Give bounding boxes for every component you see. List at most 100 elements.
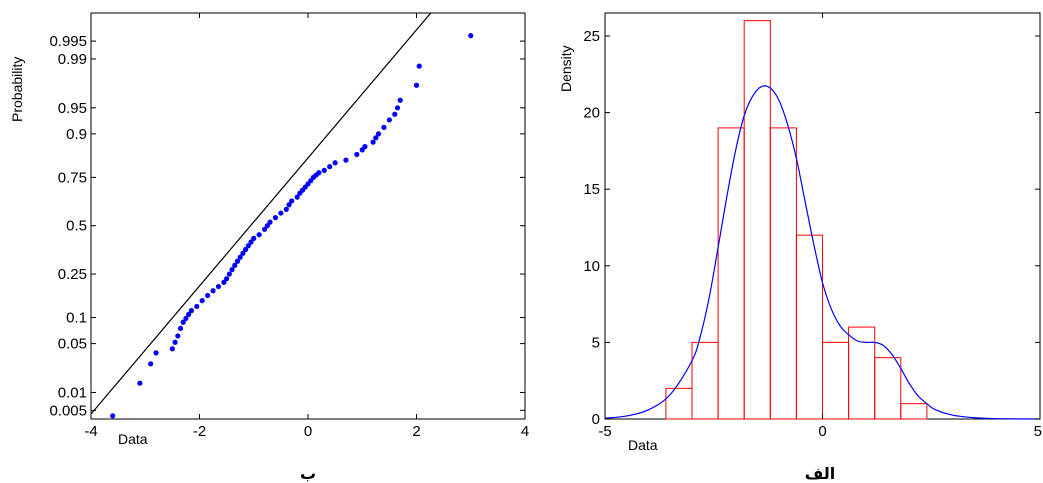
data-point [289,198,295,204]
data-point [373,135,379,141]
data-point [468,33,474,39]
data-point [237,254,243,260]
data-point [205,292,211,299]
y-tick-label: 5 [592,334,600,351]
data-point [180,319,186,325]
y-tick-label: 0.95 [58,100,87,117]
data-point [256,232,262,238]
y-tick-label: 0.05 [58,336,87,353]
data-point [343,157,349,163]
probability-panel-label: ب [300,464,316,483]
probability-plot-panel: -4 -2 0 2 4 0.0050.010.050.10.250.50.750.90.… [9,12,529,483]
data-point [169,346,175,352]
y-tick-label: 0.5 [66,218,87,235]
data-point [224,276,230,282]
data-point [153,350,159,356]
probability-plot-area [91,13,474,419]
density-curve-group [604,85,1041,420]
y-tick-label: 20 [583,105,600,122]
data-point [413,82,420,88]
data-point [251,235,257,241]
data-point [183,315,189,321]
data-point [327,164,333,170]
data-point [397,97,403,103]
y-tick-label: 10 [583,258,600,275]
data-point [248,239,254,245]
data-point [110,413,116,419]
data-point [186,311,192,317]
histogram-bar [874,357,902,420]
y-tick-label: 15 [583,181,600,198]
histogram-y-axis-title: Density [558,45,574,92]
x-tick-label: 5 [1034,423,1042,440]
data-point [370,139,376,145]
data-point [232,262,238,268]
y-tick-label: 0.99 [58,51,87,68]
histogram-bars [665,20,928,420]
data-point [188,308,194,314]
data-point [215,283,222,290]
data-point [229,267,235,273]
data-point [394,105,401,111]
y-tick-label: 0.75 [58,169,87,186]
x-tick-label: -2 [193,423,206,440]
histogram-panel-label: الف [805,464,836,483]
data-point [332,160,338,166]
data-point [375,131,382,137]
data-point [262,226,268,232]
data-point [243,246,249,253]
histogram-x-axis-title: Data [628,437,658,453]
y-tick-label: 25 [583,28,600,45]
data-point [175,333,181,339]
data-point [362,144,368,150]
probability-x-axis-title: Data [118,431,148,447]
histogram-y-ticks: 0 5 10 15 20 25 [583,28,1040,428]
data-point [226,271,232,277]
data-point [240,250,246,256]
data-point [286,202,292,208]
histogram-bar [900,403,928,420]
data-point [245,243,251,249]
histogram-bar [795,234,824,420]
data-point [177,325,184,331]
data-point [210,288,216,294]
y-tick-label: 0.1 [66,310,87,327]
data-point [283,206,289,212]
y-tick-label: 0.995 [49,33,87,50]
x-tick-label: 2 [412,423,420,440]
data-point [316,170,322,176]
reference-line [91,13,432,415]
y-tick-label: 0.01 [58,384,87,401]
data-point [294,194,300,200]
x-tick-label: 0 [304,423,312,440]
x-tick-label: 0 [818,423,826,440]
data-point [172,339,178,345]
y-tick-label: 0.25 [58,266,87,283]
data-point [386,117,392,123]
x-tick-label: -5 [598,423,611,440]
data-point [148,361,154,367]
y-tick-label: 0.005 [49,402,87,419]
data-point [278,210,284,216]
data-point [354,151,360,158]
density-curve [604,85,1041,420]
x-tick-label: 4 [521,423,529,440]
y-tick-label: 0.9 [66,126,87,143]
histogram-x-ticks: -5 0 5 [598,13,1042,440]
data-point [381,124,387,130]
data-point [267,219,273,225]
data-point [272,215,279,221]
data-point [199,298,205,304]
data-point [392,111,398,117]
probability-plot-frame [90,12,526,420]
y-tick-label: 0 [592,411,600,428]
data-point [234,258,241,264]
data-point [194,303,200,310]
data-point [221,279,227,285]
data-point [416,63,422,69]
data-point [321,167,327,173]
data-point [137,380,143,386]
